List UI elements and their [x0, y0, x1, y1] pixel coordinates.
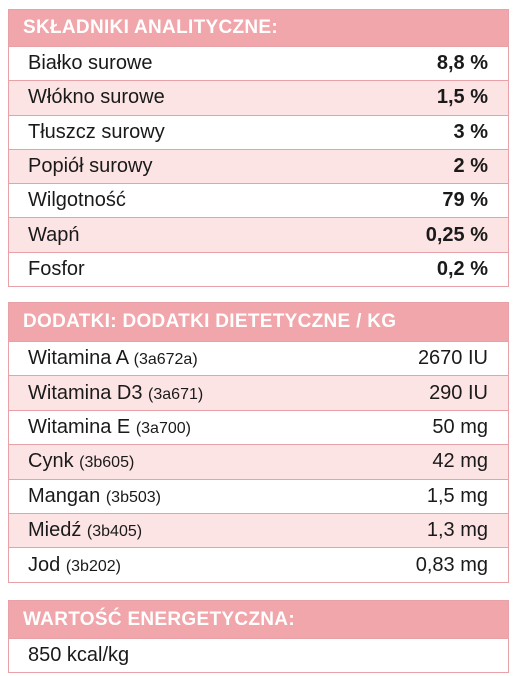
- nutrient-value: 0,25 %: [425, 223, 488, 246]
- table-row: Witamina A (3a672a) 2670 IU: [9, 341, 508, 375]
- nutrient-value: 1,5 %: [436, 86, 488, 109]
- analytical-constituents-table: SKŁADNIKI ANALITYCZNE: Białko surowe 8,8…: [8, 9, 509, 288]
- table-row: 850 kcal/kg: [9, 638, 508, 672]
- table-row: Białko surowe 8,8 %: [9, 46, 508, 80]
- additive-name: Mangan: [28, 484, 101, 507]
- additive-value: 290 IU: [429, 381, 488, 404]
- additive-label: Witamina D3 (3a671): [28, 382, 203, 405]
- additive-code: (3a672a): [133, 351, 198, 369]
- table-row: Tłuszcz surowy 3 %: [9, 114, 508, 149]
- table-row: Wapń 0,25 %: [9, 217, 508, 252]
- table-row: Witamina E (3a700) 50 mg: [9, 409, 508, 444]
- additive-value: 42 mg: [432, 450, 488, 473]
- additive-label: Miedź (3b405): [28, 519, 142, 542]
- additive-value: 1,5 mg: [426, 484, 488, 507]
- nutrient-value: 79 %: [442, 189, 488, 212]
- nutrient-value: 2 %: [453, 155, 488, 178]
- table-row: Jod (3b202) 0,83 mg: [9, 547, 508, 581]
- analytical-constituents-header: SKŁADNIKI ANALITYCZNE:: [9, 10, 508, 46]
- additive-name: Witamina A: [28, 347, 129, 370]
- additive-label: Cynk (3b605): [28, 450, 134, 473]
- additive-name: Miedź: [28, 519, 82, 542]
- table-row: Fosfor 0,2 %: [9, 251, 508, 286]
- additive-value: 50 mg: [432, 415, 488, 438]
- additive-value: 1,3 mg: [426, 519, 488, 542]
- energy-value-table: WARTOŚĆ ENERGETYCZNA: 850 kcal/kg: [8, 600, 509, 673]
- additive-label: Jod (3b202): [28, 554, 121, 577]
- nutrient-value: 3 %: [453, 120, 488, 143]
- table-row: Popiół surowy 2 %: [9, 148, 508, 184]
- additive-name: Cynk: [28, 450, 74, 473]
- additive-code: (3b405): [86, 523, 143, 541]
- table-row: Włókno surowe 1,5 %: [9, 80, 508, 115]
- nutrient-name: Popiół surowy: [28, 155, 153, 178]
- nutrient-value: 0,2 %: [436, 257, 488, 280]
- table-row: Cynk (3b605) 42 mg: [9, 444, 508, 479]
- additive-label: Witamina E (3a700): [28, 416, 191, 439]
- nutrient-name: Fosfor: [28, 257, 85, 280]
- additive-code: (3a671): [148, 385, 204, 403]
- nutrient-name: Włókno surowe: [28, 86, 165, 109]
- additive-value: 0,83 mg: [415, 553, 488, 576]
- additive-label: Mangan (3b503): [28, 485, 161, 508]
- nutrient-name: Wapń: [28, 223, 80, 246]
- additive-code: (3b202): [65, 557, 121, 575]
- nutrient-name: Białko surowe: [28, 52, 153, 75]
- additives-header: DODATKI: DODATKI DIETETYCZNE / KG: [9, 303, 508, 341]
- energy-value: 850 kcal/kg: [28, 644, 130, 666]
- additive-label: Witamina A (3a672a): [28, 347, 198, 370]
- table-row: Miedź (3b405) 1,3 mg: [9, 512, 508, 548]
- additive-name: Jod: [28, 553, 61, 576]
- additive-code: (3a700): [135, 419, 191, 437]
- energy-value-header: WARTOŚĆ ENERGETYCZNA:: [9, 601, 508, 638]
- additive-value: 2670 IU: [417, 347, 488, 370]
- table-row: Witamina D3 (3a671) 290 IU: [9, 375, 508, 410]
- nutrient-value: 8,8 %: [436, 52, 488, 75]
- table-row: Mangan (3b503) 1,5 mg: [9, 478, 508, 513]
- additive-code: (3b605): [79, 454, 135, 472]
- additive-code: (3b503): [105, 488, 161, 506]
- nutrient-name: Wilgotność: [28, 189, 126, 212]
- additive-name: Witamina E: [28, 415, 131, 438]
- nutrient-name: Tłuszcz surowy: [28, 120, 165, 143]
- table-row: Wilgotność 79 %: [9, 183, 508, 217]
- additive-name: Witamina D3: [28, 381, 143, 404]
- additives-table: DODATKI: DODATKI DIETETYCZNE / KG Witami…: [8, 302, 509, 583]
